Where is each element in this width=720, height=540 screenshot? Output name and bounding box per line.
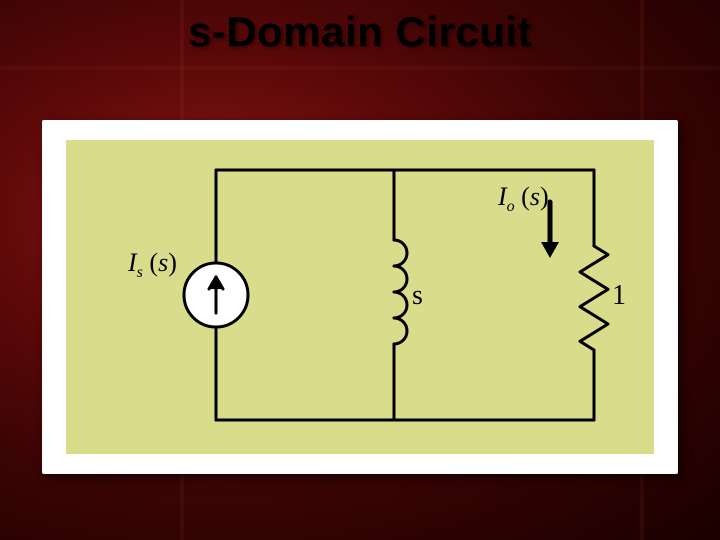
source-label: Is (s) <box>128 248 177 282</box>
output-current-label: Io (s) <box>498 182 549 216</box>
diagram-panel: Is (s) Io (s) s 1 <box>66 140 654 454</box>
diagram-card: Is (s) Io (s) s 1 <box>42 120 678 474</box>
inductor-value: s <box>412 280 423 312</box>
circuit-svg <box>66 140 654 454</box>
page-title: s-Domain Circuit <box>0 8 720 56</box>
resistor-value: 1 <box>612 280 626 312</box>
